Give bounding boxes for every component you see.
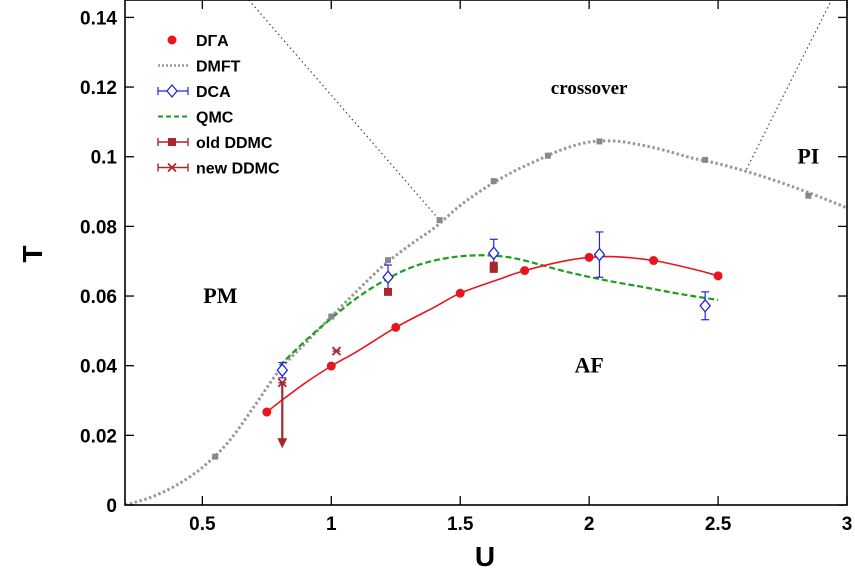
legend-marker-star <box>167 162 177 173</box>
dga-point <box>262 407 272 417</box>
new-ddmc-point <box>277 378 287 388</box>
qmc-curve <box>278 254 719 367</box>
y-tick-label: 0.06 <box>80 287 117 308</box>
plot-frame <box>124 0 848 506</box>
legend: DΓA DMFT DCA QMC old DDMC new DDMC <box>157 33 280 178</box>
dga-point <box>455 288 465 298</box>
legend-label: DMFT <box>196 59 241 76</box>
dmft-curve <box>125 139 847 505</box>
dmft-point <box>436 217 443 224</box>
dca-point <box>382 270 394 285</box>
dmft-point <box>596 138 603 145</box>
region-label: PI <box>797 144 819 169</box>
dmft-point <box>490 178 497 185</box>
y-tick-label: 0 <box>106 496 117 517</box>
y-tick-label: 0.12 <box>80 78 117 99</box>
x-tick-label: 0.5 <box>189 514 216 535</box>
dga-point <box>391 322 401 332</box>
dga-point <box>326 361 336 371</box>
y-axis-title: T <box>17 245 48 262</box>
dga-point <box>520 266 530 276</box>
legend-label: DCA <box>196 84 231 101</box>
dmft-point <box>212 453 219 460</box>
old-ddmc-point <box>384 287 393 296</box>
y-tick-label: 0.1 <box>91 148 118 169</box>
phase-boundary-line <box>248 0 441 221</box>
x-tick-label: 1 <box>326 514 337 535</box>
legend-entry: DΓA <box>167 33 229 50</box>
tick-labels: 0.5 1 1.5 2 2.5 3 0 0.02 0.04 0.06 0.08 0.1 0.12 0.14 <box>80 8 852 535</box>
dca-point <box>699 298 712 313</box>
dca-point <box>593 247 606 262</box>
y-tick-label: 0.14 <box>80 8 117 29</box>
axes-frame <box>124 0 848 506</box>
x-tick-label: 2 <box>584 514 595 535</box>
dca-point <box>276 363 289 378</box>
legend-marker-diamond <box>166 83 178 99</box>
legend-entry: DMFT <box>158 59 241 76</box>
legend-label: new DDMC <box>196 161 280 178</box>
region-label: crossover <box>551 78 628 99</box>
dmft-point <box>385 257 392 264</box>
legend-label: QMC <box>196 110 234 127</box>
phase-boundary-line <box>745 0 833 170</box>
dmft-point <box>328 313 335 320</box>
x-tick-label: 3 <box>842 514 853 535</box>
plot-area <box>125 0 847 505</box>
legend-entry: DCA <box>157 83 231 101</box>
y-tick-label: 0.04 <box>80 357 117 378</box>
dga-fit-curve <box>266 255 719 413</box>
dga-point <box>713 271 723 281</box>
region-annotations: crossover PI PM AF <box>203 78 819 378</box>
region-label: AF <box>574 353 603 378</box>
legend-label: old DDMC <box>196 135 273 152</box>
dmft-point <box>805 192 812 199</box>
legend-entry: new DDMC <box>157 161 280 178</box>
legend-label: DΓA <box>196 33 229 50</box>
dga-point <box>649 256 659 266</box>
dca-point <box>487 246 500 261</box>
data-markers <box>212 138 812 460</box>
dmft-point <box>544 152 551 159</box>
dga-point <box>584 252 594 262</box>
y-tick-label: 0.08 <box>80 217 117 238</box>
x-axis-title: U <box>475 541 495 572</box>
legend-entry: QMC <box>158 110 234 127</box>
y-tick-label: 0.02 <box>80 426 117 447</box>
x-tick-label: 2.5 <box>705 514 732 535</box>
legend-marker-square <box>168 138 176 146</box>
region-label: PM <box>203 283 237 308</box>
x-tick-label: 1.5 <box>447 514 474 535</box>
old-ddmc-point <box>489 264 498 273</box>
dmft-point <box>702 156 709 163</box>
legend-entry: old DDMC <box>157 135 273 152</box>
arrow-head-icon <box>277 438 288 449</box>
legend-marker-circle <box>167 35 177 45</box>
new-ddmc-point <box>331 346 342 356</box>
